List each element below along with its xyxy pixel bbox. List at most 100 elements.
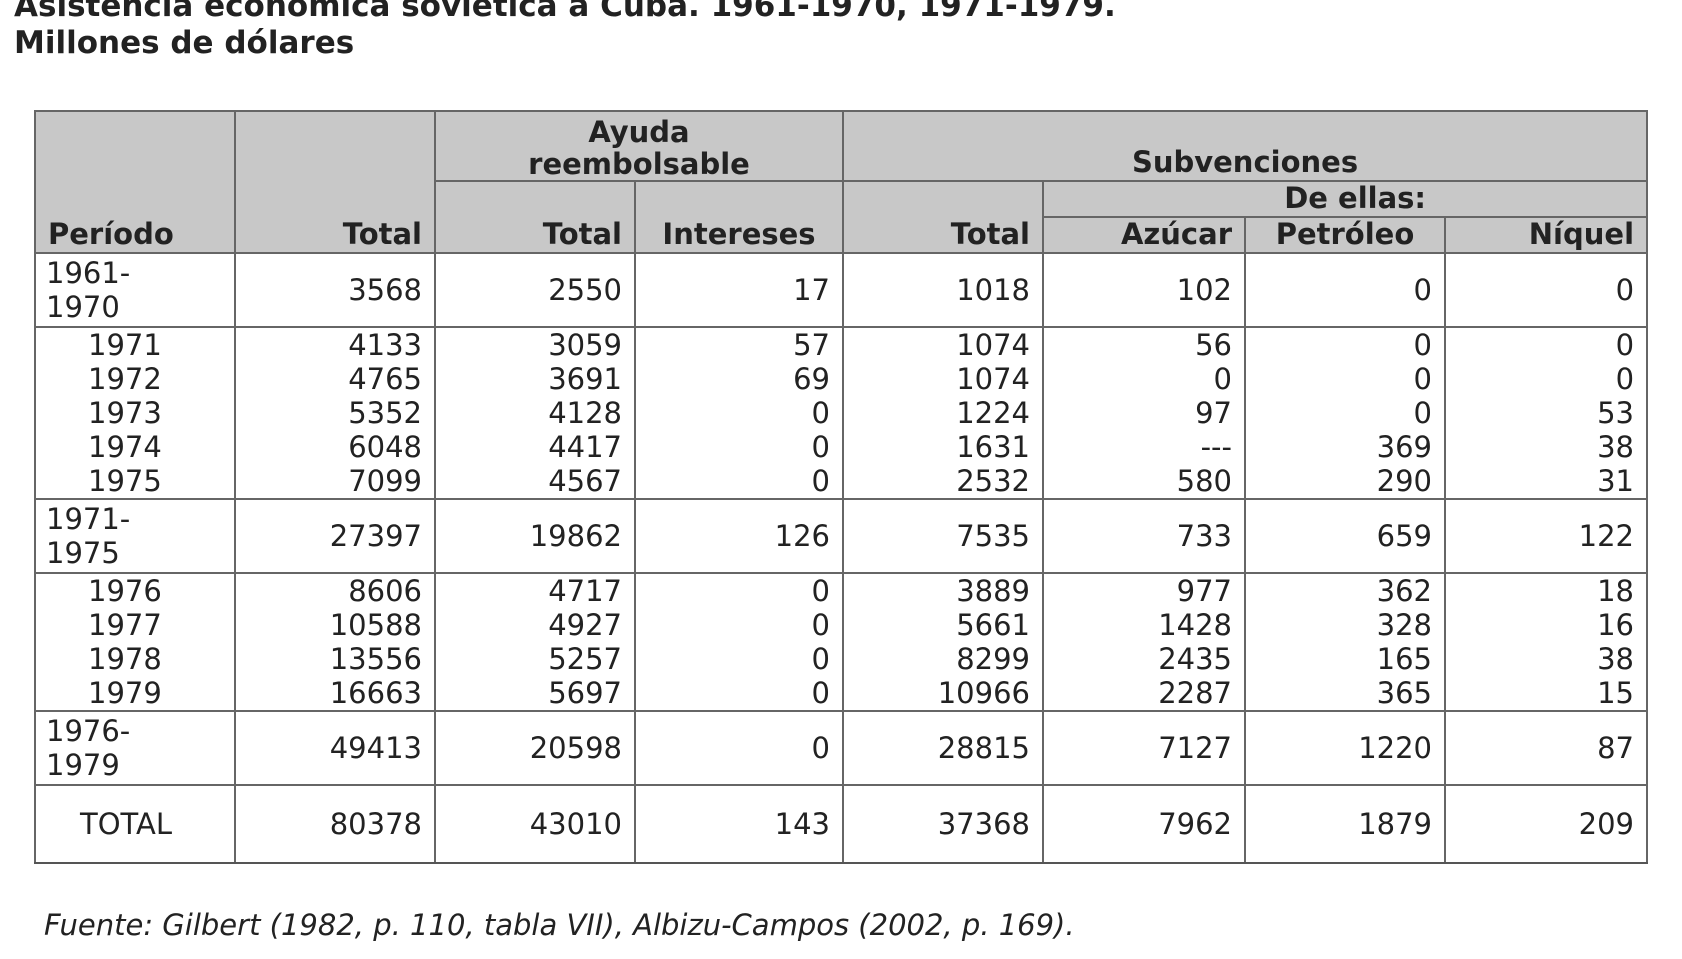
ayuda-total-cell: 43010: [434, 784, 636, 864]
niquel-cell: 0: [1443, 252, 1649, 327]
azucar-cell: 7127: [1042, 710, 1246, 785]
azucar-cell: 2287: [1042, 676, 1246, 711]
table-row: 1971 4133 3059 57 1074 56 0 0: [34, 326, 1649, 362]
niquel-cell: 16: [1443, 608, 1649, 642]
intereses-cell: 0: [634, 608, 844, 642]
header-subvenciones-total: Total: [842, 180, 1044, 254]
header-de-ellas: De ellas:: [1041, 180, 1649, 218]
total-cell: 3568: [234, 252, 436, 327]
niquel-cell: 38: [1443, 430, 1649, 464]
intereses-cell: 69: [634, 362, 844, 396]
petroleo-cell: 365: [1244, 676, 1446, 711]
header-intereses: Intereses: [634, 180, 844, 254]
table-body: 1961- 1970 3568 2550 17 1018 102 0 0 1971 4133 305…: [34, 252, 1649, 864]
intereses-cell: 143: [634, 784, 844, 864]
azucar-cell: 56: [1042, 326, 1246, 362]
azucar-cell: 977: [1042, 572, 1246, 608]
table-header: Período Total Ayuda reembolsable Subvenc…: [34, 110, 1649, 254]
niquel-cell: 122: [1443, 498, 1649, 573]
header-petroleo: Petróleo: [1244, 216, 1446, 254]
azucar-cell: 97: [1042, 396, 1246, 430]
subvenciones-total-cell: 7535: [842, 498, 1044, 573]
petroleo-cell: 290: [1244, 464, 1446, 499]
ayuda-total-cell: 4717: [434, 572, 636, 608]
petroleo-cell: 0: [1244, 362, 1446, 396]
header-niquel: Níquel: [1443, 216, 1649, 254]
ayuda-total-cell: 4927: [434, 608, 636, 642]
petroleo-cell: 659: [1244, 498, 1446, 573]
period-cell: 1976: [34, 572, 236, 608]
document-title: Asistencia económica soviética a Cuba. 1…: [14, 0, 1654, 62]
ayuda-total-cell: 19862: [434, 498, 636, 573]
niquel-cell: 0: [1443, 362, 1649, 396]
header-periodo: Período: [34, 110, 236, 254]
azucar-cell: 1428: [1042, 608, 1246, 642]
petroleo-cell: 362: [1244, 572, 1446, 608]
total-cell: 27397: [234, 498, 436, 573]
total-cell: 4133: [234, 326, 436, 362]
table-row: 1974 6048 4417 0 1631 --- 369 38: [34, 430, 1649, 464]
subvenciones-total-cell: 8299: [842, 642, 1044, 676]
azucar-cell: 7962: [1042, 784, 1246, 864]
period-cell: 1971: [34, 326, 236, 362]
ayuda-total-cell: 2550: [434, 252, 636, 327]
petroleo-cell: 0: [1244, 396, 1446, 430]
niquel-cell: 87: [1443, 710, 1649, 785]
niquel-cell: 53: [1443, 396, 1649, 430]
table-row: 1977 10588 4927 0 5661 1428 328 16: [34, 608, 1649, 642]
header-subvenciones: Subvenciones: [841, 110, 1649, 182]
subvenciones-total-cell: 1018: [842, 252, 1044, 327]
source-note: Fuente: Gilbert (1982, p. 110, tabla VII…: [44, 908, 1075, 942]
azucar-cell: 0: [1042, 362, 1246, 396]
table-row: 1978 13556 5257 0 8299 2435 165 38: [34, 642, 1649, 676]
azucar-cell: 2435: [1042, 642, 1246, 676]
period-cell: 1979: [34, 676, 236, 711]
subvenciones-total-cell: 1224: [842, 396, 1044, 430]
subvenciones-total-cell: 2532: [842, 464, 1044, 499]
intereses-cell: 0: [634, 676, 844, 711]
intereses-cell: 0: [634, 572, 844, 608]
table-row: 1961- 1970 3568 2550 17 1018 102 0 0: [34, 252, 1649, 327]
intereses-cell: 0: [634, 642, 844, 676]
total-cell: 7099: [234, 464, 436, 499]
petroleo-cell: 369: [1244, 430, 1446, 464]
niquel-cell: 209: [1443, 784, 1649, 864]
period-cell: 1972: [34, 362, 236, 396]
total-cell: 13556: [234, 642, 436, 676]
period-cell: 1976- 1979: [34, 710, 236, 785]
ayuda-total-cell: 5697: [434, 676, 636, 711]
period-cell: 1978: [34, 642, 236, 676]
petroleo-cell: 0: [1244, 326, 1446, 362]
total-cell: 8606: [234, 572, 436, 608]
total-cell: 10588: [234, 608, 436, 642]
table-row: 1976- 1979 49413 20598 0 28815 7127 1220 87: [34, 710, 1649, 785]
intereses-cell: 57: [634, 326, 844, 362]
intereses-cell: 0: [634, 464, 844, 499]
ayuda-total-cell: 3059: [434, 326, 636, 362]
period-cell: 1974: [34, 430, 236, 464]
header-ayuda-reembolsable: Ayuda reembolsable: [434, 110, 844, 182]
period-cell: 1961- 1970: [34, 252, 236, 327]
subvenciones-total-cell: 37368: [842, 784, 1044, 864]
header-azucar: Azúcar: [1042, 216, 1246, 254]
header-ayuda-total: Total: [434, 180, 636, 254]
petroleo-cell: 165: [1244, 642, 1446, 676]
subvenciones-total-cell: 1074: [842, 362, 1044, 396]
intereses-cell: 0: [634, 430, 844, 464]
petroleo-cell: 328: [1244, 608, 1446, 642]
table-row: TOTAL 80378 43010 143 37368 7962 1879 209: [34, 784, 1649, 864]
table-row: 1972 4765 3691 69 1074 0 0 0: [34, 362, 1649, 396]
table-row: 1973 5352 4128 0 1224 97 0 53: [34, 396, 1649, 430]
niquel-cell: 0: [1443, 326, 1649, 362]
total-cell: 49413: [234, 710, 436, 785]
total-cell: 16663: [234, 676, 436, 711]
total-cell: 6048: [234, 430, 436, 464]
title-line-1: Asistencia económica soviética a Cuba. 1…: [14, 0, 1116, 24]
header-total: Total: [234, 110, 436, 254]
niquel-cell: 18: [1443, 572, 1649, 608]
total-cell: 80378: [234, 784, 436, 864]
period-cell: 1977: [34, 608, 236, 642]
period-cell: 1971- 1975: [34, 498, 236, 573]
table-row: 1979 16663 5697 0 10966 2287 365 15: [34, 676, 1649, 711]
petroleo-cell: 0: [1244, 252, 1446, 327]
